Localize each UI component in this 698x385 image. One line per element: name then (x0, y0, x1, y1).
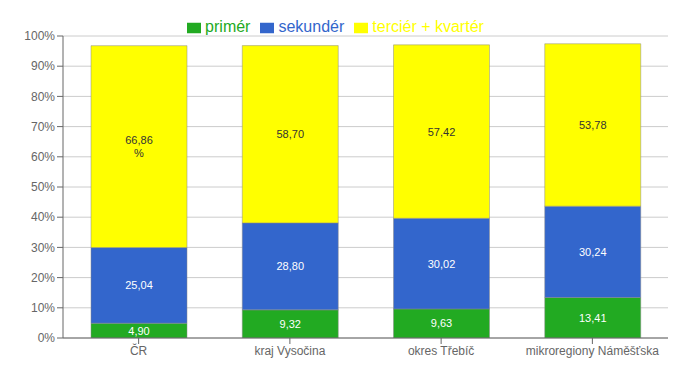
svg-text:58,70: 58,70 (276, 128, 304, 140)
svg-text:53,78: 53,78 (579, 119, 607, 131)
svg-text:25,04: 25,04 (125, 279, 153, 291)
svg-text:13,41: 13,41 (579, 312, 607, 324)
svg-text:80%: 80% (31, 90, 55, 104)
svg-text:40%: 40% (31, 210, 55, 224)
svg-text:okres Třebíč: okres Třebíč (408, 344, 474, 358)
svg-text:9,63: 9,63 (431, 317, 452, 329)
svg-text:10%: 10% (31, 301, 55, 315)
html-text:sekundér: sekundér (278, 18, 345, 35)
svg-text:9,32: 9,32 (280, 318, 301, 330)
svg-text:20%: 20% (31, 271, 55, 285)
svg-text:0%: 0% (38, 331, 56, 345)
svg-text:mikroregiony Náměšťska: mikroregiony Náměšťska (526, 344, 660, 358)
svg-text:100%: 100% (24, 29, 55, 43)
svg-text:kraj Vysočina: kraj Vysočina (254, 344, 325, 358)
svg-text:90%: 90% (31, 59, 55, 73)
svg-text:60%: 60% (31, 150, 55, 164)
svg-text:28,80: 28,80 (276, 260, 304, 272)
svg-text:30,24: 30,24 (579, 246, 607, 258)
svg-text:70%: 70% (31, 120, 55, 134)
svg-text:30%: 30% (31, 241, 55, 255)
svg-text:57,42: 57,42 (428, 126, 456, 138)
svg-text:50%: 50% (31, 180, 55, 194)
svg-text:30,02: 30,02 (428, 258, 456, 270)
svg-text:66,86%: 66,86% (125, 134, 153, 159)
svg-text:ČR: ČR (130, 343, 148, 358)
html-text:primér: primér (205, 18, 251, 35)
svg-text:4,90: 4,90 (128, 325, 149, 337)
html-text:terciér + kvartér: terciér + kvartér (372, 18, 484, 35)
